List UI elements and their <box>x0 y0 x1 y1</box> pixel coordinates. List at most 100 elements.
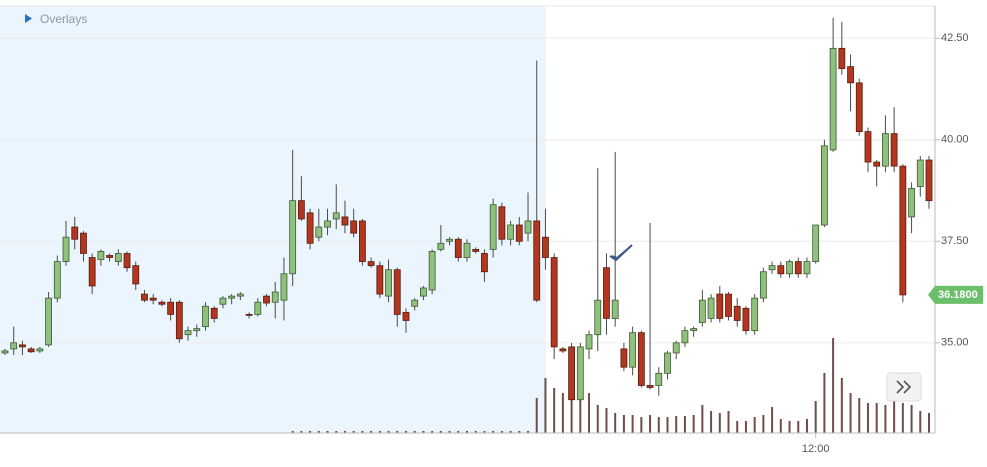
candle-body <box>803 261 811 275</box>
candle-body <box>681 330 689 344</box>
volume-bar <box>675 416 678 433</box>
volume-bar <box>849 393 852 433</box>
volume-bar <box>875 403 878 433</box>
candle-body <box>263 295 270 304</box>
candle-body <box>698 299 706 323</box>
volume-bar <box>771 407 774 433</box>
candle-body <box>454 238 462 258</box>
overlays-label[interactable]: Overlays <box>40 12 87 26</box>
candle-body <box>97 251 105 260</box>
candle-body <box>1 350 9 354</box>
candle-body <box>611 299 619 319</box>
volume-bar <box>605 408 608 433</box>
candle-body <box>88 257 96 287</box>
candle-body <box>725 293 732 317</box>
volume-bar <box>588 393 591 433</box>
candle-body <box>794 261 802 275</box>
candle-body <box>62 236 70 262</box>
candle-body <box>585 334 593 350</box>
candle-body <box>446 238 453 242</box>
candle-body <box>838 47 846 70</box>
volume-bar <box>448 431 451 433</box>
volume-bar <box>544 378 547 433</box>
candle-body <box>428 251 436 291</box>
candle-body <box>141 293 148 301</box>
volume-bar <box>866 403 869 433</box>
candle-body <box>420 287 427 297</box>
candle-body <box>515 224 523 242</box>
candle-body <box>759 271 767 299</box>
volume-bar <box>291 431 294 433</box>
volume-bar <box>500 431 503 433</box>
volume-bar <box>579 388 582 433</box>
candle-body <box>620 348 628 368</box>
volume-bar <box>753 417 756 433</box>
volume-bar <box>483 431 486 433</box>
candle-body <box>289 200 297 275</box>
volume-bar <box>762 415 765 433</box>
candle-body <box>297 200 305 220</box>
candle-body <box>707 297 715 319</box>
candle-body <box>542 236 549 258</box>
y-tick-label: 40.00 <box>941 134 969 146</box>
volume-bar <box>884 405 887 433</box>
last-price-tag <box>928 285 983 304</box>
annotation-check[interactable] <box>609 244 633 262</box>
candle-body <box>202 305 209 327</box>
y-tick-label: 35.00 <box>941 337 969 349</box>
volume-bar <box>622 415 625 433</box>
candle-body <box>114 253 122 262</box>
candle-body <box>36 348 44 352</box>
volume-bar <box>466 431 468 433</box>
candle-body <box>498 206 506 240</box>
candle-body <box>341 216 349 226</box>
volume-bar <box>910 405 913 433</box>
y-tick-label: 42.50 <box>941 32 969 44</box>
candle-body <box>812 224 820 262</box>
overlays-arrow[interactable] <box>25 14 32 23</box>
volume-bar <box>570 393 573 433</box>
candle-body <box>106 255 114 258</box>
candle-body <box>664 352 671 374</box>
volume-bar <box>893 401 896 433</box>
volume-bar <box>640 417 643 433</box>
volume-bar <box>596 405 599 433</box>
volume-bar <box>309 431 312 433</box>
candle-body <box>53 261 61 299</box>
volume-bar <box>788 421 791 433</box>
candle-body <box>10 342 18 350</box>
candle-body <box>820 145 828 226</box>
candle-body <box>533 220 541 301</box>
last-price-label: 36.1800 <box>938 289 978 301</box>
candle-body <box>132 265 140 285</box>
volume-bar <box>431 431 434 433</box>
candle-body <box>193 328 201 332</box>
candle-body <box>550 257 558 348</box>
scroll-icon <box>896 380 912 394</box>
x-tick-label: 12:00 <box>802 443 830 455</box>
candle-body <box>324 220 331 228</box>
volume-bar <box>805 419 808 433</box>
candle-body <box>437 242 445 250</box>
volume-bar <box>527 431 530 433</box>
candle-body <box>481 253 488 273</box>
volume-bar <box>649 415 652 433</box>
volume-bar <box>404 431 407 433</box>
volume-bar <box>300 431 303 433</box>
volume-bar <box>361 431 364 433</box>
candle-body <box>271 291 279 303</box>
candle-body <box>882 133 889 167</box>
volume-bar <box>387 431 390 433</box>
candle-body <box>149 297 157 301</box>
candle-body <box>228 295 236 299</box>
volume-bar <box>561 393 564 433</box>
selection-region <box>0 6 546 433</box>
volume-bar <box>370 431 373 433</box>
candle-body <box>80 232 87 254</box>
candle-body <box>236 293 244 297</box>
volume-bar <box>492 431 495 433</box>
candle-body <box>367 261 375 267</box>
candle-body <box>315 226 323 238</box>
candle-body <box>463 242 471 258</box>
y-tick-label: 37.50 <box>941 235 969 247</box>
